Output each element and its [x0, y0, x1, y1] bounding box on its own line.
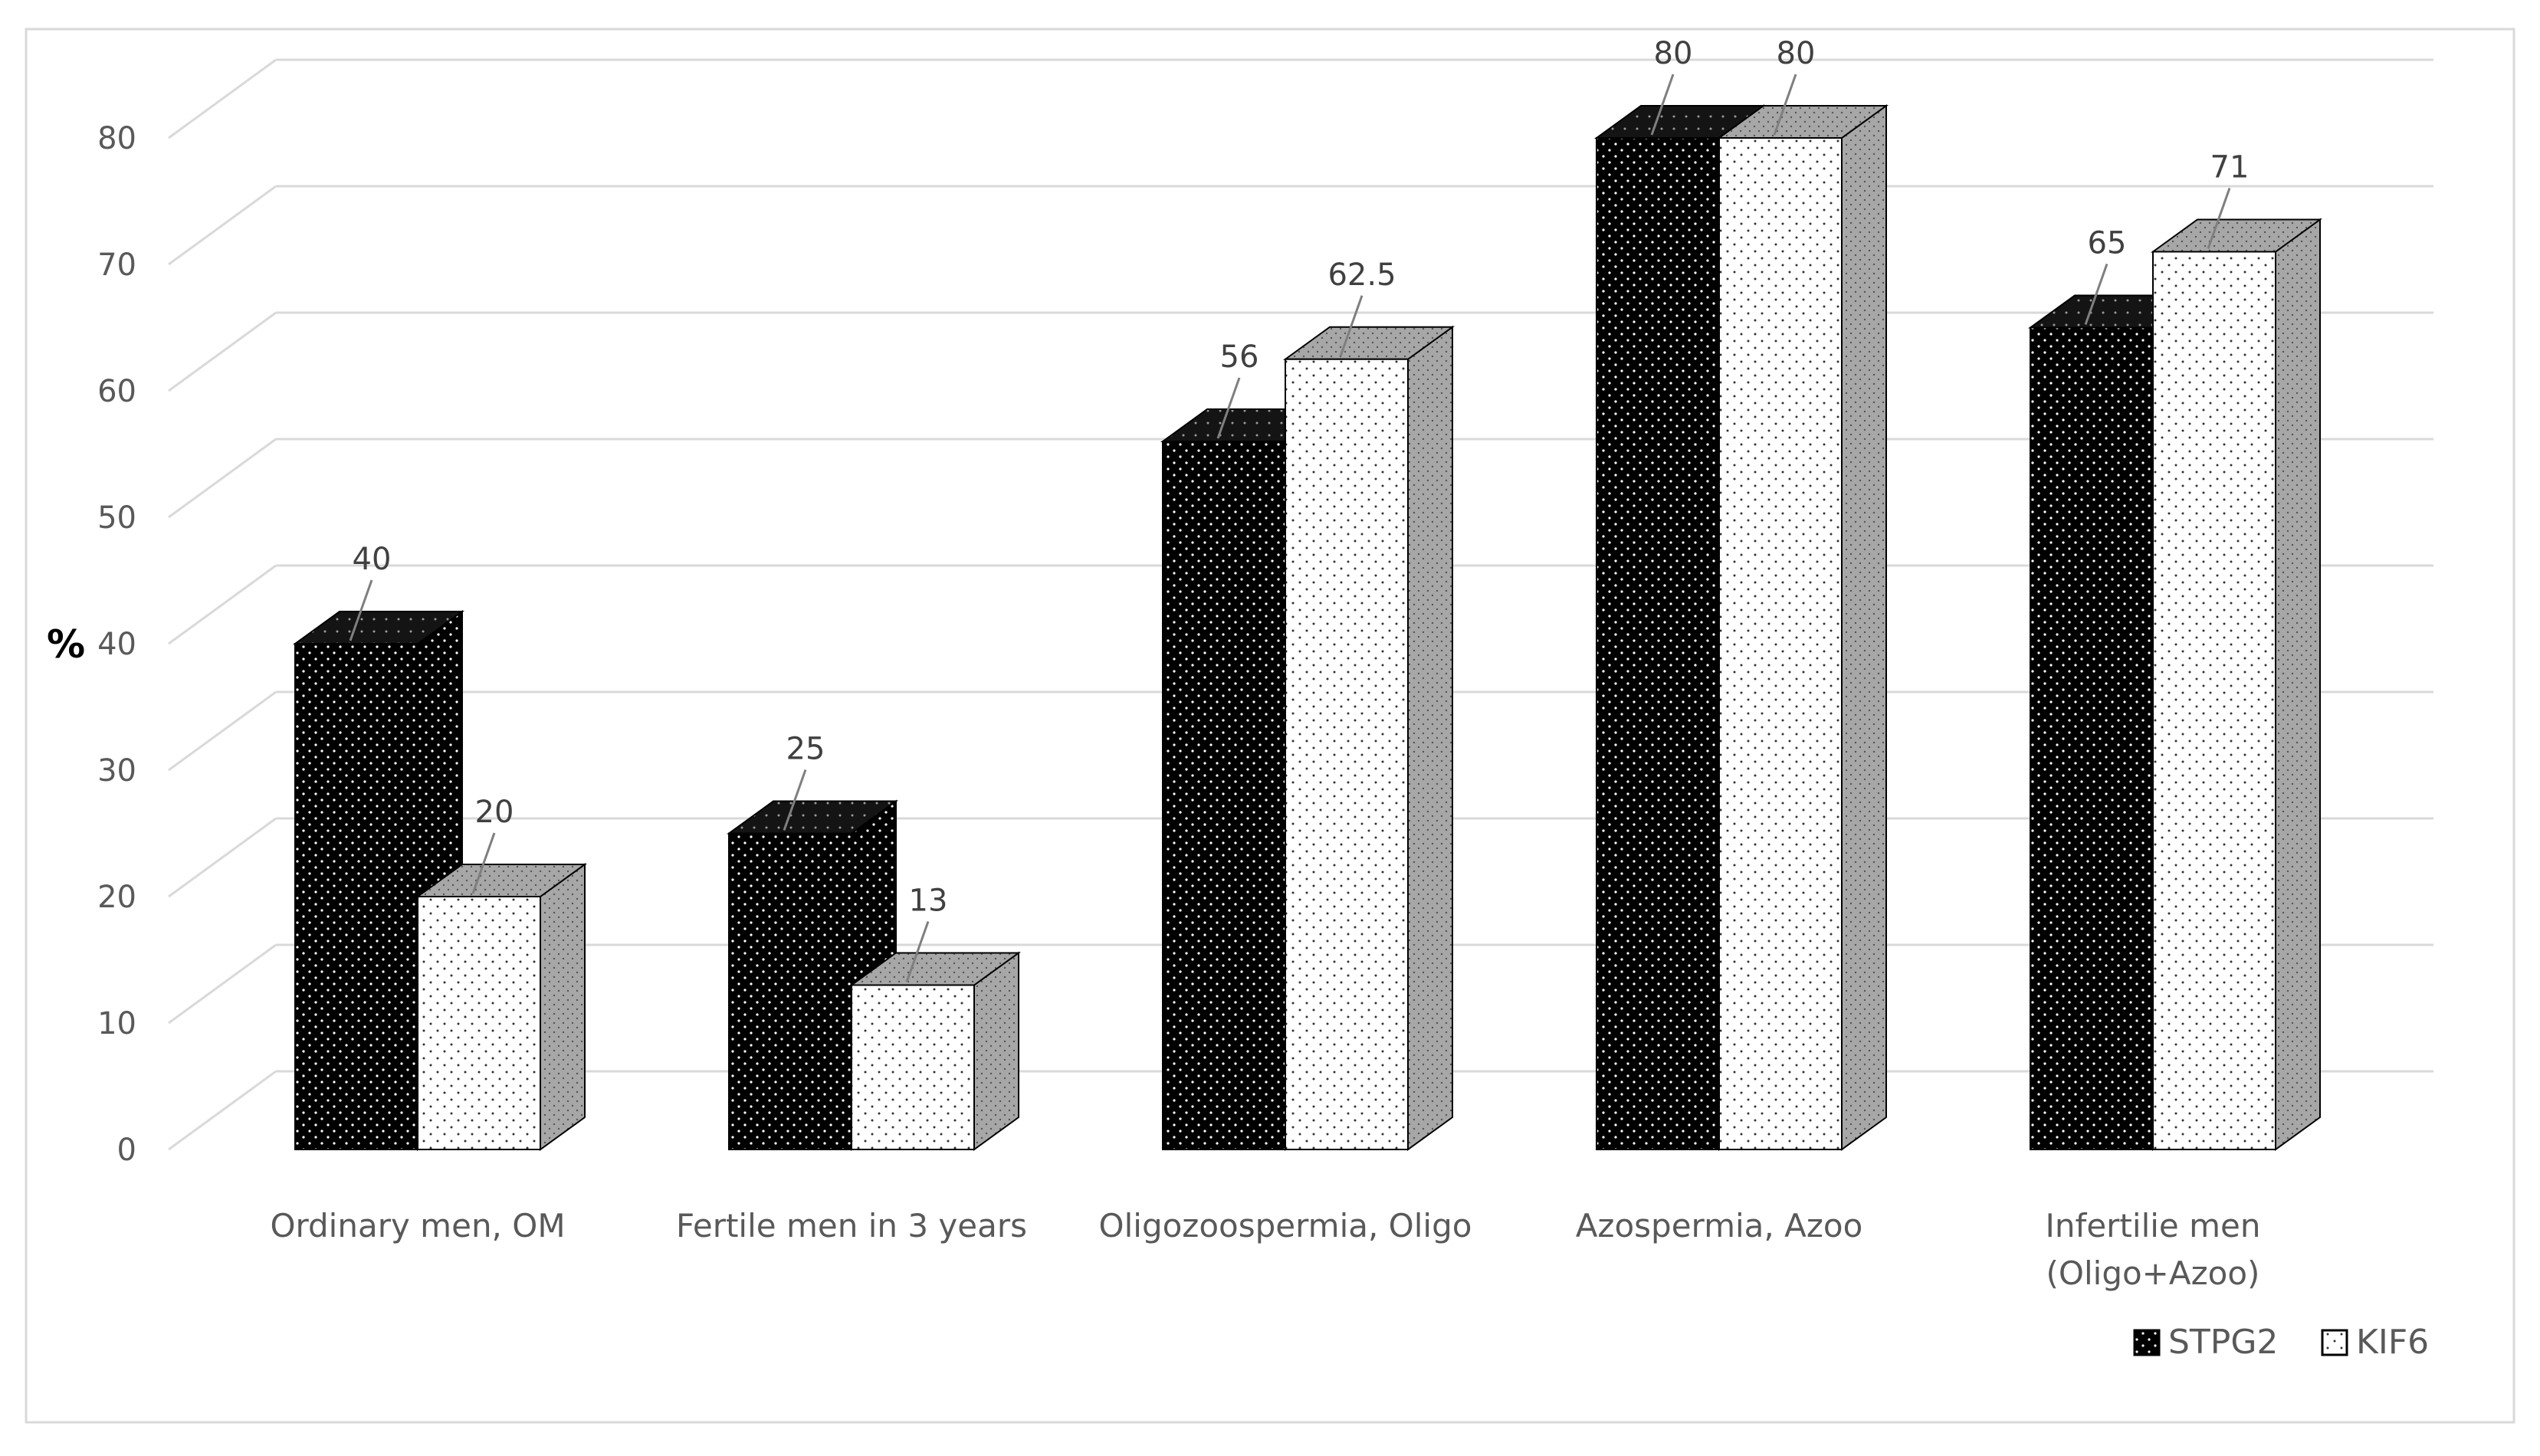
- data-label: 56: [1220, 339, 1259, 375]
- y-tick-label: 80: [97, 121, 136, 156]
- gridline-diagonal: [168, 690, 277, 772]
- gridline-diagonal: [168, 311, 277, 392]
- gridline-diagonal: [168, 943, 277, 1025]
- bar-front: [851, 984, 975, 1150]
- bar-front: [2152, 251, 2276, 1150]
- data-label-leader: [1339, 295, 1364, 357]
- y-tick-label: 50: [97, 500, 136, 536]
- category-label: Azospermia, Azoo: [1576, 1207, 1863, 1244]
- data-label: 71: [2210, 150, 2250, 185]
- data-label-leader: [1773, 74, 1797, 136]
- category-label: Infertilie men: [2046, 1207, 2261, 1244]
- data-label: 20: [475, 795, 514, 830]
- data-label-leader: [2084, 263, 2108, 326]
- bar-front: [728, 832, 852, 1150]
- bar-front: [417, 896, 541, 1150]
- gridline-diagonal: [168, 1070, 277, 1151]
- y-axis-label: %: [47, 622, 85, 667]
- data-label: 40: [353, 542, 392, 577]
- data-label: 13: [909, 884, 948, 919]
- data-label-leader: [783, 769, 807, 831]
- category-label: Oligozoospermia, Oligo: [1099, 1207, 1472, 1244]
- data-label-leader: [905, 920, 930, 983]
- gridline-diagonal: [168, 564, 277, 645]
- bar-kif6-1: [848, 951, 1022, 1151]
- data-label: 80: [1654, 36, 1693, 71]
- legend-swatch-kif6: [2321, 1329, 2348, 1356]
- bar-front: [294, 643, 418, 1150]
- bar-front: [1162, 441, 1286, 1150]
- gridline-diagonal: [168, 185, 277, 266]
- y-tick-label: 60: [97, 374, 136, 409]
- bar-side: [973, 951, 1019, 1151]
- data-label: 80: [1777, 36, 1816, 71]
- gridline-diagonal: [168, 817, 277, 898]
- data-label: 25: [786, 732, 825, 767]
- bar-side: [1841, 104, 1887, 1151]
- data-label-leader: [349, 579, 373, 641]
- bar-kif6-2: [1282, 325, 1455, 1151]
- bar-side: [2275, 218, 2321, 1151]
- bar-side: [1407, 325, 1453, 1151]
- y-tick-label: 0: [117, 1133, 136, 1168]
- data-label: 65: [2088, 226, 2127, 261]
- data-label: 62.5: [1327, 257, 1396, 293]
- legend-label-kif6: KIF6: [2356, 1323, 2429, 1362]
- bar-front: [1718, 137, 1843, 1150]
- bar-front: [2030, 326, 2154, 1150]
- category-label: Fertile men in 3 years: [676, 1207, 1027, 1244]
- category-label: Ordinary men, OM: [270, 1207, 565, 1244]
- category-label: (Oligo+Azoo): [2046, 1254, 2260, 1292]
- data-label-leader: [1650, 74, 1675, 136]
- y-tick-label: 20: [97, 880, 136, 915]
- bar-kif6-4: [2150, 218, 2323, 1151]
- bar-kif6-0: [415, 863, 588, 1151]
- y-tick-label: 30: [97, 753, 136, 789]
- gridline-diagonal: [168, 58, 277, 139]
- y-tick-label: 70: [97, 248, 136, 283]
- data-label-leader: [2207, 187, 2231, 250]
- data-label-leader: [1216, 377, 1241, 439]
- legend-label-stpg2: STPG2: [2168, 1323, 2278, 1362]
- legend-swatch-stpg2: [2133, 1329, 2161, 1356]
- bar-front: [1285, 358, 1409, 1150]
- bar-front: [1596, 137, 1720, 1150]
- bar-side: [540, 863, 586, 1151]
- bar-kif6-3: [1716, 104, 1889, 1151]
- gridline-diagonal: [168, 438, 277, 519]
- y-tick-label: 10: [97, 1006, 136, 1041]
- data-label-leader: [471, 832, 496, 894]
- y-tick-label: 40: [97, 627, 136, 662]
